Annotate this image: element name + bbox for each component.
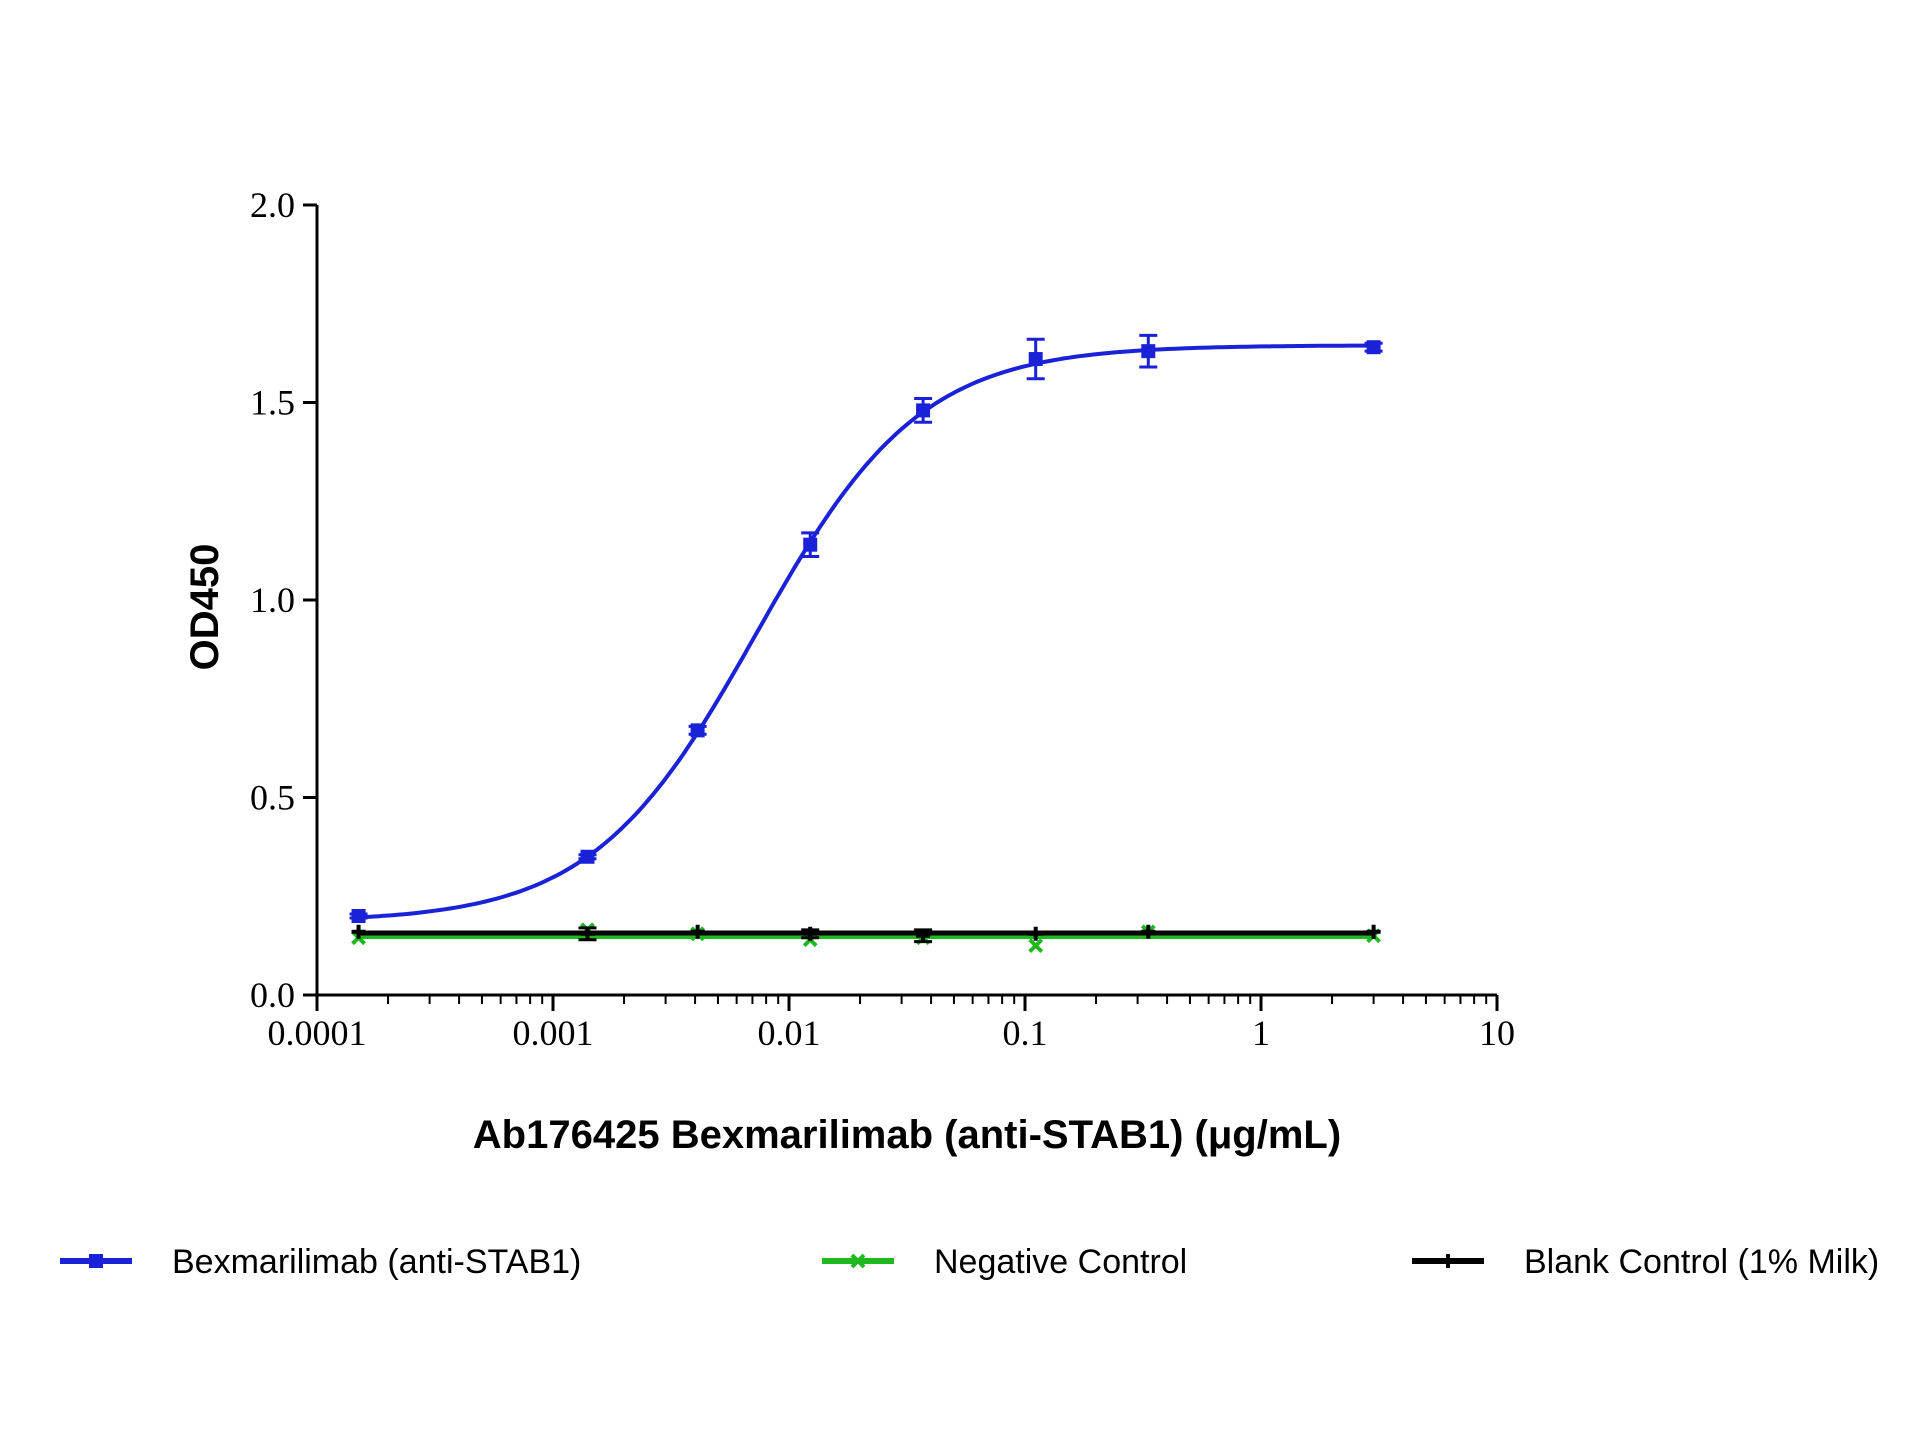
legend-item: Bexmarilimab (anti-STAB1) xyxy=(60,1243,581,1281)
x-ticks: 0.0001 0.001 0.01 0.1 1 10 xyxy=(268,995,1515,1053)
data-point xyxy=(1028,938,1044,954)
x-tick-label: 10 xyxy=(1479,1013,1515,1053)
plot-area: 0.0 0.5 1.0 1.5 2.0 0.0001 0.001 0.01 0.1 1 10 xyxy=(250,185,1515,1053)
y-tick-label: 0.5 xyxy=(250,778,295,818)
x-tick-label: 0.0001 xyxy=(268,1013,367,1053)
data-point xyxy=(1141,924,1156,939)
legend-marker xyxy=(89,1254,103,1268)
x-tick-label: 0.001 xyxy=(513,1013,594,1053)
legend-item: Negative Control xyxy=(822,1243,1187,1281)
data-point xyxy=(580,926,595,941)
data-point xyxy=(803,537,818,552)
legend-marker xyxy=(1441,1254,1455,1268)
legend-label: Blank Control (1% Milk) xyxy=(1524,1243,1879,1281)
data-point xyxy=(1141,344,1156,359)
series-0 xyxy=(349,333,1383,923)
y-tick-label: 2.0 xyxy=(250,185,295,225)
y-tick-label: 0.0 xyxy=(250,975,295,1015)
series-layer xyxy=(349,333,1383,954)
data-point xyxy=(580,849,595,864)
data-point xyxy=(916,403,931,418)
legend-label: Negative Control xyxy=(934,1243,1187,1281)
legend: Bexmarilimab (anti-STAB1) Negative Contro… xyxy=(60,1243,1879,1281)
data-point xyxy=(351,909,366,923)
data-point xyxy=(690,723,705,738)
legend-label: Bexmarilimab (anti-STAB1) xyxy=(172,1243,581,1281)
data-point xyxy=(1028,926,1043,941)
y-tick-label: 1.5 xyxy=(250,383,295,423)
data-point xyxy=(1366,340,1381,355)
legend-item: Blank Control (1% Milk) xyxy=(1412,1243,1879,1281)
series-1 xyxy=(351,922,1382,954)
x-tick-label: 0.1 xyxy=(1003,1013,1048,1053)
y-axis-title: OD450 xyxy=(183,544,227,671)
data-point xyxy=(1366,924,1381,939)
x-axis-title: Ab176425 Bexmarilimab (anti-STAB1) (μg/m… xyxy=(473,1113,1341,1157)
y-ticks: 0.0 0.5 1.0 1.5 2.0 xyxy=(250,185,317,1015)
data-point xyxy=(803,926,818,941)
data-point xyxy=(351,924,366,939)
series-line xyxy=(358,343,1374,920)
y-tick-label: 1.0 xyxy=(250,580,295,620)
legend-marker xyxy=(850,1253,866,1269)
data-point xyxy=(1028,352,1043,367)
x-tick-label: 1 xyxy=(1252,1013,1270,1053)
x-tick-label: 0.01 xyxy=(758,1013,821,1053)
data-point xyxy=(916,928,931,943)
data-point xyxy=(690,924,705,939)
series-2 xyxy=(351,924,1381,944)
